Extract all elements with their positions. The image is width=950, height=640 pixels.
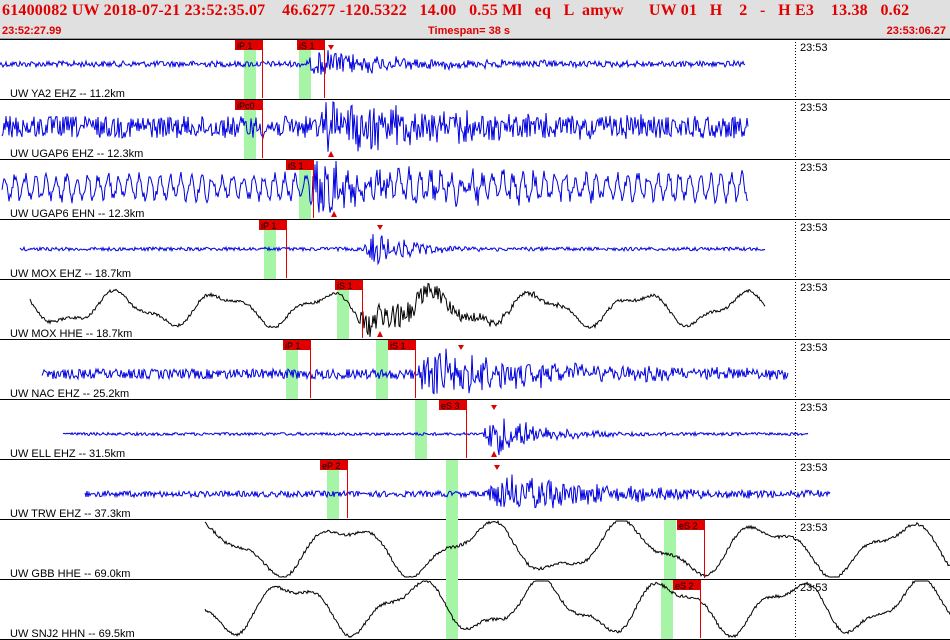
minute-label: 23:53	[800, 342, 828, 354]
pick-window	[244, 40, 256, 99]
pick-marker	[377, 331, 383, 337]
pick-label: eS 2	[675, 581, 694, 591]
pick-flag[interactable]	[297, 40, 324, 50]
channel-label: UW UGAP6 EHN -- 12.3km	[10, 208, 144, 220]
waveform	[1, 100, 749, 152]
waveform	[204, 520, 950, 578]
channel-label: UW ELL EHZ -- 31.5km	[10, 448, 125, 460]
minute-label: 23:53	[800, 102, 828, 114]
event-summary: 61400082 UW 2018-07-21 23:52:35.07 46.62…	[2, 2, 910, 19]
trace-row[interactable]: eS 2 UW GBB HHE -- 69.0km 23:53	[10, 520, 950, 580]
channel-label: UW TRW EHZ -- 37.3km	[10, 508, 131, 520]
channel-label: UW MOX EHZ -- 18.7km	[10, 268, 131, 280]
seismogram-panel[interactable]: iP 1 iS 1 UW YA2 EHZ -- 11.2km 23:53 iPc0 UW …	[0, 39, 950, 640]
pick-marker	[458, 345, 464, 350]
pick-window	[415, 400, 427, 459]
pick-marker	[377, 225, 383, 230]
minute-label: 23:53	[800, 522, 828, 534]
pick-marker	[494, 465, 500, 470]
window-start-time: 23:52:27.99	[2, 25, 62, 37]
pick-flag[interactable]	[235, 100, 262, 110]
trace-row[interactable]: eP 2 UW TRW EHZ -- 37.3km 23:53	[10, 460, 831, 520]
pick-label: eS 2	[679, 521, 698, 531]
channel-label: UW YA2 EHZ -- 11.2km	[10, 88, 125, 100]
trace-row[interactable]: iP 1 iS 1 UW YA2 EHZ -- 11.2km 23:53	[0, 40, 828, 100]
channel-label: UW GBB HHE -- 69.0km	[10, 568, 130, 580]
pick-marker	[491, 451, 497, 457]
minute-label: 23:53	[800, 282, 828, 294]
pick-flag[interactable]	[388, 340, 415, 350]
trace-row[interactable]: eS 2 UW SNJ2 HHN -- 69.5km 23:53	[10, 580, 950, 640]
trace-row[interactable]: iP 1 UW MOX EHZ -- 18.7km 23:53	[10, 220, 828, 280]
pick-label: iS 1	[288, 161, 304, 171]
pick-marker	[331, 211, 337, 217]
pick-label: iP 1	[261, 221, 276, 231]
waveform	[29, 282, 766, 338]
pick-label: eP 2	[322, 461, 340, 471]
pick-label: iS 1	[299, 41, 315, 51]
pick-flag[interactable]	[677, 520, 704, 530]
pick-label: iP 1	[285, 341, 300, 351]
waveform	[19, 234, 766, 266]
pick-window	[446, 460, 458, 639]
pick-marker	[491, 405, 497, 410]
trace-row[interactable]: iPc0 UW UGAP6 EHZ -- 12.3km 23:53	[1, 100, 828, 160]
pick-flag[interactable]	[335, 280, 362, 290]
minute-label: 23:53	[800, 462, 828, 474]
pick-marker	[328, 151, 334, 157]
pick-window	[286, 340, 298, 399]
timespan-label: Timespan= 38 s	[428, 25, 511, 37]
waveform	[84, 474, 831, 509]
channel-label: UW UGAP6 EHZ -- 12.3km	[10, 148, 143, 160]
trace-row[interactable]: iP 1 iS 1 UW NAC EHZ -- 25.2km 23:53	[10, 340, 828, 400]
pick-window	[299, 40, 311, 99]
pick-window	[661, 580, 673, 639]
trace-row[interactable]: iS 1 UW MOX HHE -- 18.7km 23:53	[10, 280, 828, 340]
minute-label: 23:53	[800, 42, 828, 54]
minute-label: 23:53	[800, 222, 828, 234]
pick-flag[interactable]	[286, 160, 313, 170]
window-end-time: 23:53:06.27	[886, 25, 946, 37]
pick-window	[299, 160, 311, 219]
pick-label: iS 1	[337, 281, 353, 291]
minute-label: 23:53	[800, 582, 828, 594]
minute-label: 23:53	[800, 162, 828, 174]
pick-window	[327, 460, 339, 519]
minute-label: 23:53	[800, 402, 828, 414]
pick-flag[interactable]	[673, 580, 700, 590]
waveform	[204, 580, 950, 639]
pick-flag[interactable]	[259, 220, 286, 230]
channel-label: UW MOX HHE -- 18.7km	[10, 328, 132, 340]
waveform	[0, 50, 746, 75]
pick-label: eS 3	[441, 401, 460, 411]
waveform	[1, 160, 749, 213]
pick-label: iPc0	[237, 101, 255, 111]
pick-flag[interactable]	[320, 460, 347, 470]
pick-flag[interactable]	[439, 400, 466, 410]
pick-flag[interactable]	[235, 40, 262, 50]
trace-row[interactable]: iS 1 UW UGAP6 EHN -- 12.3km 23:53	[1, 160, 828, 220]
channel-label: UW SNJ2 HHN -- 69.5km	[10, 628, 135, 640]
pick-label: iS 1	[390, 341, 406, 351]
waveform	[62, 418, 809, 456]
event-header: 61400082 UW 2018-07-21 23:52:35.07 46.62…	[0, 0, 950, 39]
pick-label: iP 1	[237, 41, 252, 51]
channel-label: UW NAC EHZ -- 25.2km	[10, 388, 129, 400]
pick-window	[664, 520, 676, 579]
pick-marker	[328, 45, 334, 50]
pick-flag[interactable]	[283, 340, 310, 350]
trace-row[interactable]: eS 3 UW ELL EHZ -- 31.5km 23:53	[10, 400, 828, 460]
